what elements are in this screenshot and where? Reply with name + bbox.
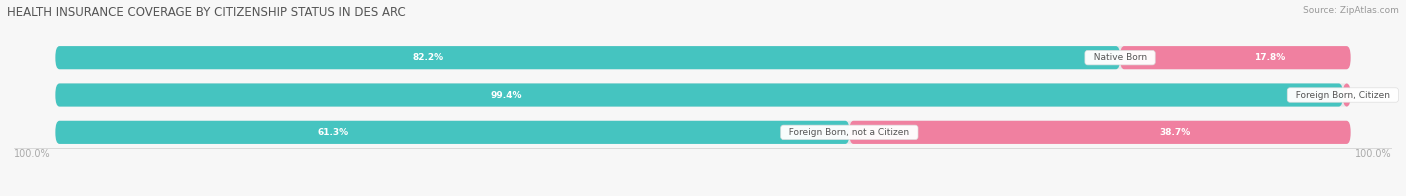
Text: 38.7%: 38.7% [1160, 128, 1191, 137]
FancyBboxPatch shape [55, 46, 1121, 69]
Text: 61.3%: 61.3% [318, 128, 349, 137]
FancyBboxPatch shape [55, 83, 1343, 107]
Text: 17.8%: 17.8% [1254, 53, 1285, 62]
FancyBboxPatch shape [849, 121, 1351, 144]
FancyBboxPatch shape [55, 121, 1351, 144]
FancyBboxPatch shape [55, 121, 849, 144]
Text: Foreign Born, not a Citizen: Foreign Born, not a Citizen [783, 128, 915, 137]
Text: Foreign Born, Citizen: Foreign Born, Citizen [1289, 91, 1396, 100]
Text: HEALTH INSURANCE COVERAGE BY CITIZENSHIP STATUS IN DES ARC: HEALTH INSURANCE COVERAGE BY CITIZENSHIP… [7, 6, 406, 19]
Text: Native Born: Native Born [1088, 53, 1153, 62]
Text: 99.4%: 99.4% [491, 91, 522, 100]
Text: 82.2%: 82.2% [412, 53, 443, 62]
Text: Source: ZipAtlas.com: Source: ZipAtlas.com [1303, 6, 1399, 15]
FancyBboxPatch shape [55, 46, 1351, 69]
FancyBboxPatch shape [1121, 46, 1351, 69]
Text: 100.0%: 100.0% [14, 149, 51, 159]
Text: 0.6%: 0.6% [1337, 91, 1358, 100]
FancyBboxPatch shape [55, 83, 1351, 107]
Text: 100.0%: 100.0% [1355, 149, 1392, 159]
FancyBboxPatch shape [1343, 83, 1351, 107]
